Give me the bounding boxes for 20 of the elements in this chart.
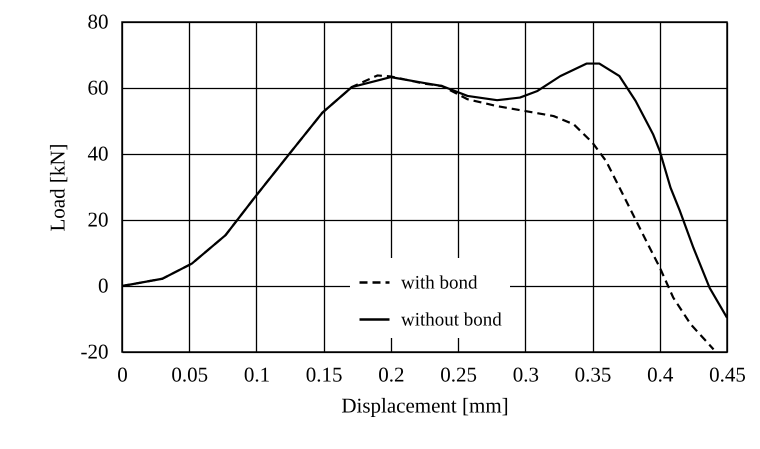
x-axis-title: Displacement [mm] <box>341 394 509 418</box>
y-tick-label: 60 <box>88 76 108 100</box>
legend-label: without bond <box>401 310 502 330</box>
y-tick-label: 80 <box>88 10 108 34</box>
x-tick-label: 0.2 <box>378 362 405 386</box>
x-tick-label: 0.3 <box>512 362 539 386</box>
x-tick-label: 0.45 <box>709 362 746 386</box>
y-tick-label: 40 <box>88 142 108 166</box>
y-tick-label: 0 <box>98 274 108 298</box>
x-tick-label: 0.15 <box>306 362 343 386</box>
x-tick-label: 0.4 <box>647 362 674 386</box>
x-tick-label: 0.35 <box>574 362 612 386</box>
y-axis-title: Load [kN] <box>46 143 70 232</box>
y-tick-label: 20 <box>88 208 108 232</box>
x-tick-label: 0 <box>117 362 128 386</box>
x-tick-label: 0.25 <box>440 362 477 386</box>
x-tick-label: 0.1 <box>244 362 270 386</box>
x-tick-label: 0.05 <box>171 362 208 386</box>
legend-label: with bond <box>401 272 478 294</box>
y-tick-label: -20 <box>80 340 108 364</box>
